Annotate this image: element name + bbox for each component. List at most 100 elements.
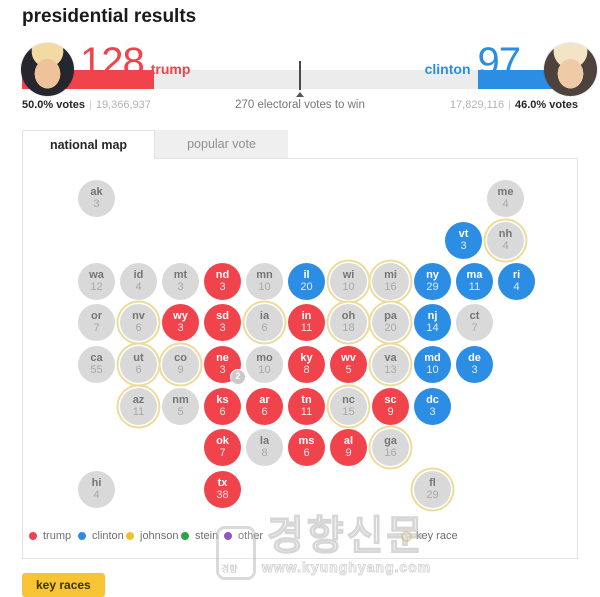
state-circle-ny[interactable]: ny 29 bbox=[414, 263, 451, 300]
legend-label: other bbox=[238, 530, 264, 542]
state-circle-ca[interactable]: ca 55 bbox=[78, 346, 115, 383]
state-circle-ia[interactable]: ia 6 bbox=[246, 304, 283, 341]
270-threshold-line bbox=[299, 61, 301, 90]
legend-item-johnson: johnson bbox=[126, 530, 179, 542]
state-circle-ar[interactable]: ar 6 bbox=[246, 388, 283, 425]
state-ev: 3 bbox=[471, 363, 478, 376]
state-circle-nv[interactable]: nv 6 bbox=[120, 304, 157, 341]
state-circle-ga[interactable]: ga 16 bbox=[372, 429, 409, 466]
state-ev: 6 bbox=[261, 321, 268, 334]
state-abbr: ny bbox=[426, 268, 439, 281]
state-circle-ak[interactable]: ak 3 bbox=[78, 180, 115, 217]
state-circle-ms[interactable]: ms 6 bbox=[288, 429, 325, 466]
state-circle-in[interactable]: in 11 bbox=[288, 304, 325, 341]
legend-item-other: other bbox=[224, 530, 263, 542]
state-ev: 11 bbox=[300, 321, 313, 334]
state-abbr: hi bbox=[91, 476, 102, 489]
state-circle-ct[interactable]: ct 7 bbox=[456, 304, 493, 341]
state-circle-or[interactable]: or 7 bbox=[78, 304, 115, 341]
tab-popular-vote[interactable]: popular vote bbox=[155, 130, 288, 158]
state-ev: 3 bbox=[177, 321, 184, 334]
state-abbr: in bbox=[301, 309, 312, 322]
state-circle-wy[interactable]: wy 3 bbox=[162, 304, 199, 341]
state-abbr: wy bbox=[173, 309, 188, 322]
state-circle-ks[interactable]: ks 6 bbox=[204, 388, 241, 425]
270-threshold-arrow-icon bbox=[296, 92, 304, 97]
state-circle-ut[interactable]: ut 6 bbox=[120, 346, 157, 383]
state-circle-az[interactable]: az 11 bbox=[120, 388, 157, 425]
state-circle-sc[interactable]: sc 9 bbox=[372, 388, 409, 425]
state-circle-ne[interactable]: ne 3 2 bbox=[204, 346, 246, 385]
state-ev: 5 bbox=[177, 405, 184, 418]
key-races-button[interactable]: key races bbox=[22, 573, 105, 597]
state-ev: 16 bbox=[384, 280, 397, 293]
state-circle-wi[interactable]: wi 10 bbox=[330, 263, 367, 300]
state-ev: 6 bbox=[303, 446, 310, 459]
state-abbr: ky bbox=[300, 351, 313, 364]
state-circle-la[interactable]: la 8 bbox=[246, 429, 283, 466]
state-abbr: ak bbox=[90, 185, 103, 198]
state-circle-ma[interactable]: ma 11 bbox=[456, 263, 493, 300]
state-ev: 20 bbox=[384, 321, 397, 334]
state-circle-ok[interactable]: ok 7 bbox=[204, 429, 241, 466]
state-circle-tx[interactable]: tx 38 bbox=[204, 471, 241, 508]
state-circle-il[interactable]: il 20 bbox=[288, 263, 325, 300]
state-circle-pa[interactable]: pa 20 bbox=[372, 304, 409, 341]
state-ev: 3 bbox=[177, 280, 184, 293]
state-abbr: fl bbox=[429, 476, 436, 489]
state-ev: 4 bbox=[513, 280, 520, 293]
state-circle-id[interactable]: id 4 bbox=[120, 263, 157, 300]
state-ev: 6 bbox=[219, 405, 226, 418]
state-ev: 38 bbox=[216, 488, 229, 501]
state-abbr: va bbox=[384, 351, 397, 364]
district-badge: 2 bbox=[230, 369, 246, 385]
state-ev: 8 bbox=[303, 363, 310, 376]
trump-avatar bbox=[21, 43, 74, 96]
state-circle-de[interactable]: de 3 bbox=[456, 346, 493, 383]
state-abbr: wa bbox=[89, 268, 104, 281]
state-ev: 4 bbox=[502, 197, 509, 210]
state-ev: 3 bbox=[219, 280, 226, 293]
state-ev: 11 bbox=[132, 405, 145, 418]
state-circle-va[interactable]: va 13 bbox=[372, 346, 409, 383]
tab-national-map[interactable]: national map bbox=[22, 130, 155, 159]
state-ev: 3 bbox=[219, 321, 226, 334]
state-circle-mi[interactable]: mi 16 bbox=[372, 263, 409, 300]
state-circle-sd[interactable]: sd 3 bbox=[204, 304, 241, 341]
state-circle-md[interactable]: md 10 bbox=[414, 346, 451, 383]
state-circle-dc[interactable]: dc 3 bbox=[414, 388, 451, 425]
state-circle-nm[interactable]: nm 5 bbox=[162, 388, 199, 425]
state-circle-ri[interactable]: ri 4 bbox=[498, 263, 535, 300]
state-ev: 5 bbox=[345, 363, 352, 376]
state-circle-oh[interactable]: oh 18 bbox=[330, 304, 367, 341]
state-ev: 3 bbox=[460, 239, 467, 252]
state-circle-nd[interactable]: nd 3 bbox=[204, 263, 241, 300]
state-circle-co[interactable]: co 9 bbox=[162, 346, 199, 383]
state-circle-al[interactable]: al 9 bbox=[330, 429, 367, 466]
state-circle-tn[interactable]: tn 11 bbox=[288, 388, 325, 425]
state-circle-hi[interactable]: hi 4 bbox=[78, 471, 115, 508]
state-abbr: mi bbox=[384, 268, 397, 281]
state-circle-vt[interactable]: vt 3 bbox=[445, 222, 482, 259]
state-circle-nj[interactable]: nj 14 bbox=[414, 304, 451, 341]
state-circle-mn[interactable]: mn 10 bbox=[246, 263, 283, 300]
legend-label: trump bbox=[43, 530, 72, 542]
state-circle-ky[interactable]: ky 8 bbox=[288, 346, 325, 383]
state-circle-fl[interactable]: fl 29 bbox=[414, 471, 451, 508]
state-circle-nh[interactable]: nh 4 bbox=[487, 222, 524, 259]
state-circle-mt[interactable]: mt 3 bbox=[162, 263, 199, 300]
state-circle-me[interactable]: me 4 bbox=[487, 180, 524, 217]
state-ev: 8 bbox=[261, 446, 268, 459]
state-ev: 12 bbox=[90, 280, 103, 293]
legend-label: johnson bbox=[140, 530, 179, 542]
state-abbr: ut bbox=[133, 351, 144, 364]
state-circle-wa[interactable]: wa 12 bbox=[78, 263, 115, 300]
state-abbr: ms bbox=[298, 434, 315, 447]
state-circle-wv[interactable]: wv 5 bbox=[330, 346, 367, 383]
legend-dot-icon bbox=[181, 532, 189, 540]
legend-dot-icon bbox=[403, 532, 410, 540]
legend-label: clinton bbox=[92, 530, 124, 542]
state-circle-mo[interactable]: mo 10 bbox=[246, 346, 283, 383]
state-ev: 9 bbox=[177, 363, 184, 376]
state-circle-nc[interactable]: nc 15 bbox=[330, 388, 367, 425]
